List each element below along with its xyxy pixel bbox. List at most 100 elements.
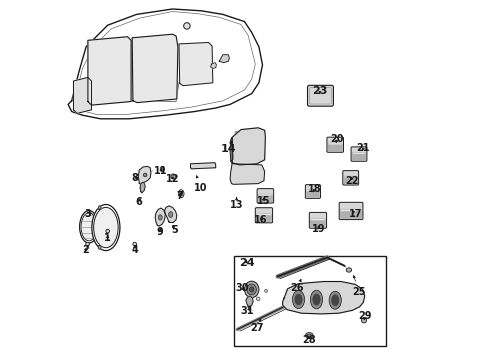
Ellipse shape — [81, 213, 97, 241]
Text: 29: 29 — [358, 311, 371, 321]
FancyBboxPatch shape — [305, 185, 320, 198]
Text: 5: 5 — [171, 225, 177, 235]
Polygon shape — [190, 163, 215, 169]
Ellipse shape — [294, 294, 302, 305]
Polygon shape — [68, 9, 262, 119]
Ellipse shape — [246, 284, 256, 295]
Ellipse shape — [171, 174, 175, 179]
Text: 26: 26 — [290, 279, 303, 293]
FancyBboxPatch shape — [255, 208, 272, 223]
Text: 22: 22 — [345, 176, 359, 186]
Ellipse shape — [328, 291, 341, 309]
Text: 31: 31 — [240, 306, 254, 316]
FancyBboxPatch shape — [256, 213, 270, 221]
Ellipse shape — [183, 23, 190, 29]
Polygon shape — [282, 282, 364, 314]
Text: 11: 11 — [154, 166, 167, 176]
FancyBboxPatch shape — [344, 176, 356, 184]
Text: 28: 28 — [301, 335, 315, 345]
Ellipse shape — [312, 294, 320, 305]
Text: 3: 3 — [84, 209, 92, 219]
Ellipse shape — [310, 290, 322, 309]
Ellipse shape — [331, 295, 338, 306]
Polygon shape — [98, 246, 101, 249]
Polygon shape — [245, 296, 253, 307]
Ellipse shape — [264, 289, 267, 292]
FancyBboxPatch shape — [352, 154, 365, 160]
Ellipse shape — [179, 192, 183, 196]
Ellipse shape — [361, 318, 366, 323]
FancyBboxPatch shape — [306, 190, 318, 197]
Text: 2: 2 — [82, 245, 89, 255]
Text: 30: 30 — [235, 283, 248, 293]
FancyBboxPatch shape — [258, 196, 272, 202]
FancyBboxPatch shape — [339, 202, 362, 220]
Ellipse shape — [94, 207, 118, 248]
FancyBboxPatch shape — [352, 152, 365, 160]
Text: 1: 1 — [104, 233, 111, 243]
Ellipse shape — [249, 287, 253, 292]
Polygon shape — [230, 163, 264, 184]
Text: 21: 21 — [356, 143, 369, 153]
Bar — [234, 256, 385, 346]
FancyBboxPatch shape — [310, 219, 325, 227]
Ellipse shape — [168, 212, 172, 217]
FancyBboxPatch shape — [326, 137, 343, 152]
Polygon shape — [155, 208, 165, 226]
Text: 25: 25 — [351, 275, 365, 297]
Polygon shape — [140, 182, 145, 193]
Text: 10: 10 — [193, 176, 207, 193]
Text: 18: 18 — [307, 184, 321, 194]
Ellipse shape — [133, 242, 136, 246]
Ellipse shape — [256, 297, 260, 301]
Polygon shape — [230, 138, 232, 161]
FancyBboxPatch shape — [310, 221, 325, 227]
FancyBboxPatch shape — [258, 194, 272, 202]
Text: 23: 23 — [312, 86, 327, 96]
Polygon shape — [179, 42, 212, 86]
Text: 17: 17 — [348, 209, 362, 219]
Text: 19: 19 — [311, 224, 325, 234]
Text: 15: 15 — [256, 196, 269, 206]
FancyBboxPatch shape — [328, 145, 342, 151]
Text: 13: 13 — [229, 197, 243, 210]
Ellipse shape — [244, 281, 258, 298]
FancyBboxPatch shape — [340, 209, 361, 218]
Text: 12: 12 — [165, 174, 179, 184]
FancyBboxPatch shape — [344, 178, 356, 184]
FancyBboxPatch shape — [257, 189, 273, 203]
Text: 14: 14 — [221, 141, 236, 154]
Polygon shape — [219, 55, 229, 63]
Text: 4: 4 — [131, 245, 138, 255]
Polygon shape — [73, 77, 91, 113]
Ellipse shape — [106, 229, 109, 233]
Ellipse shape — [292, 291, 304, 309]
Ellipse shape — [85, 242, 89, 246]
Text: 6: 6 — [135, 197, 142, 207]
Ellipse shape — [160, 167, 164, 172]
FancyBboxPatch shape — [342, 171, 358, 185]
FancyBboxPatch shape — [350, 147, 366, 161]
Text: 7: 7 — [176, 191, 183, 201]
Polygon shape — [231, 128, 265, 165]
Text: 8: 8 — [131, 173, 138, 183]
Text: 24: 24 — [238, 258, 254, 268]
Ellipse shape — [178, 190, 183, 198]
Polygon shape — [132, 34, 178, 103]
Ellipse shape — [305, 333, 313, 338]
FancyBboxPatch shape — [309, 212, 326, 228]
FancyBboxPatch shape — [328, 143, 342, 151]
Ellipse shape — [80, 211, 98, 243]
Ellipse shape — [92, 204, 120, 251]
Ellipse shape — [158, 215, 162, 220]
Text: 16: 16 — [254, 215, 267, 225]
Ellipse shape — [346, 268, 351, 272]
Ellipse shape — [306, 334, 311, 337]
Text: 20: 20 — [330, 134, 344, 144]
Polygon shape — [98, 206, 101, 210]
FancyBboxPatch shape — [307, 85, 333, 106]
Text: 27: 27 — [250, 319, 264, 333]
FancyBboxPatch shape — [256, 215, 270, 221]
Polygon shape — [210, 63, 216, 68]
FancyBboxPatch shape — [306, 192, 318, 197]
